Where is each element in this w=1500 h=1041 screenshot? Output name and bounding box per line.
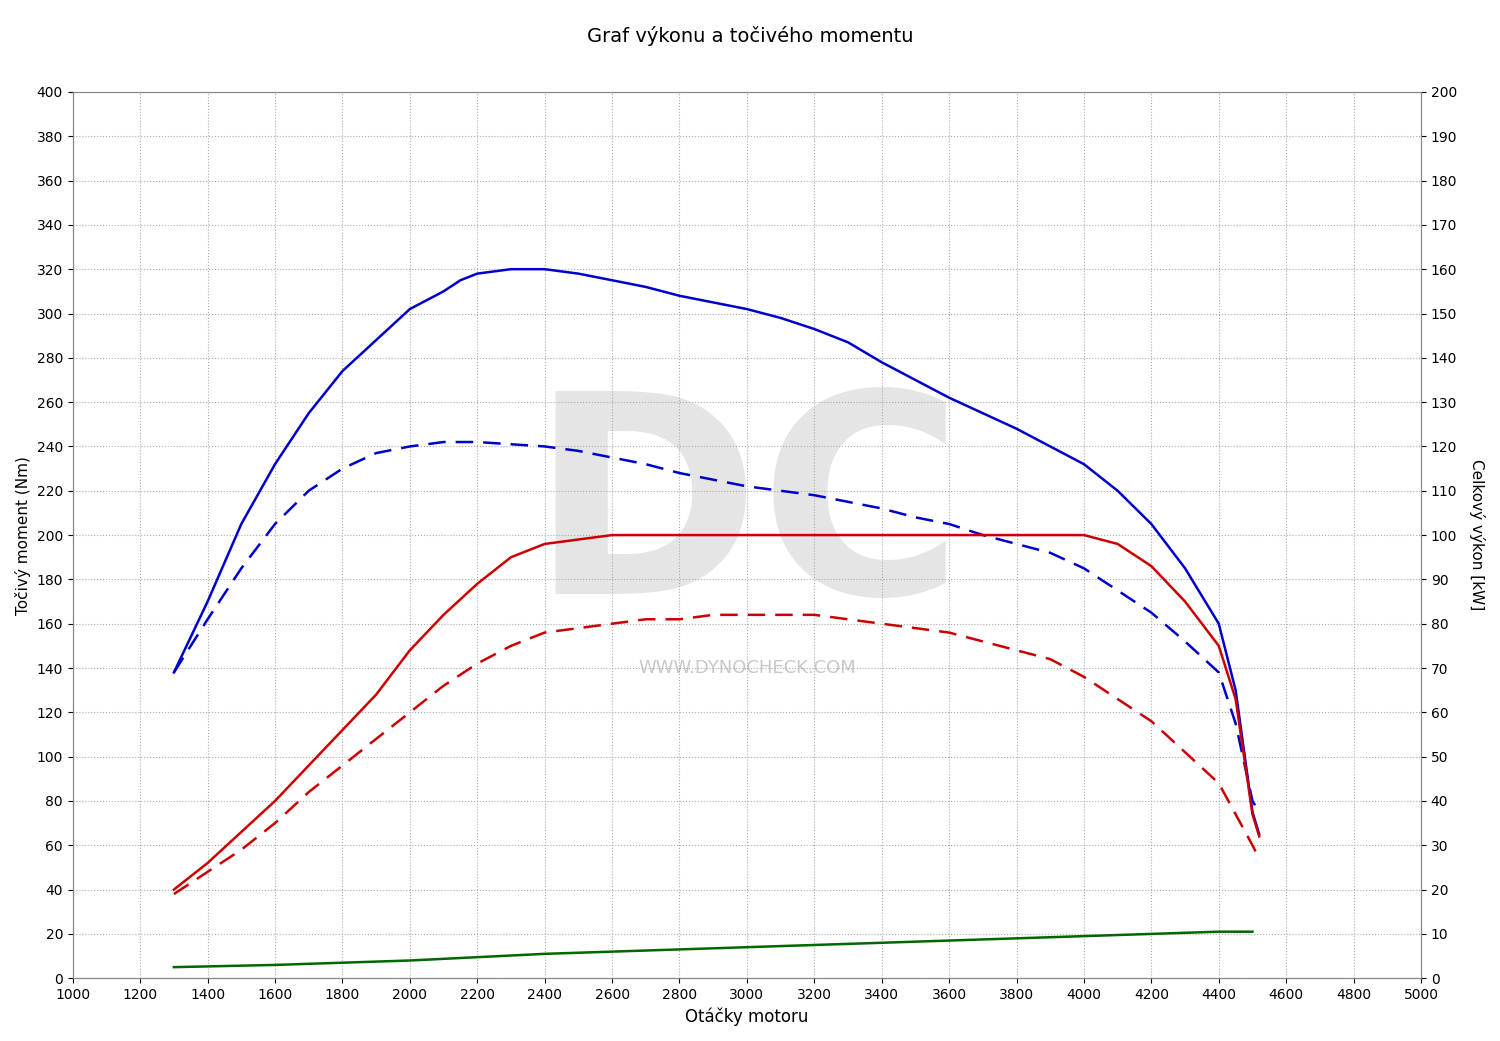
Text: WWW.DYNOCHECK.COM: WWW.DYNOCHECK.COM	[638, 659, 856, 677]
X-axis label: Otáčky motoru: Otáčky motoru	[686, 1008, 808, 1026]
Y-axis label: Celkový výkon [kW]: Celkový výkon [kW]	[1468, 459, 1485, 611]
Text: Graf výkonu a točivého momentu: Graf výkonu a točivého momentu	[586, 26, 914, 46]
Text: DC: DC	[530, 382, 964, 653]
Y-axis label: Točivý moment (Nm): Točivý moment (Nm)	[15, 456, 32, 614]
